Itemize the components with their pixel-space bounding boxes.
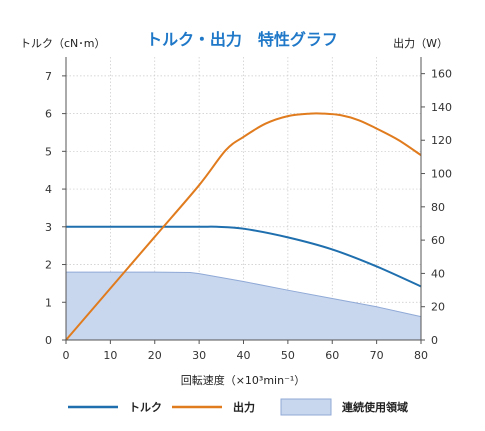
tick-labels: 0 10 20 30 40 50 60 70 8001234567020406080100120…	[45, 68, 452, 362]
x-tick-label: 50	[281, 349, 295, 362]
x-tick-label: 10	[103, 349, 117, 362]
y-right-tick-label: 140	[431, 101, 452, 114]
series-lines-layer	[65, 112, 422, 341]
y-right-tick-label: 0	[431, 334, 438, 347]
torque-series-line	[66, 225, 422, 288]
legend-continuous-label: 連続使用領域	[342, 400, 408, 414]
x-tick-label: 0	[63, 349, 70, 362]
continuous-region-layer	[66, 271, 422, 340]
chart-title: トルク・出力 特性グラフ	[146, 30, 338, 49]
y-right-tick-label: 120	[431, 134, 452, 147]
y-left-tick-label: 3	[45, 221, 52, 234]
x-tick-label: 70	[370, 349, 384, 362]
x-tick-label: 20	[148, 349, 162, 362]
y-axis-right-title: 出力（W）	[393, 36, 448, 50]
y-left-tick-label: 7	[45, 70, 52, 83]
y-left-tick-label: 4	[45, 183, 52, 196]
y-right-tick-label: 100	[431, 168, 452, 181]
y-right-tick-label: 60	[431, 234, 445, 247]
y-axis-left-title: トルク（cN･m）	[20, 37, 106, 50]
legend-continuous-swatch	[280, 398, 332, 416]
y-right-tick-label: 160	[431, 68, 452, 81]
continuous-region-area	[66, 272, 421, 340]
y-left-tick-label: 6	[45, 108, 52, 121]
y-left-tick-label: 1	[45, 296, 52, 309]
y-left-tick-label: 2	[45, 259, 52, 272]
output-series-line	[65, 112, 422, 341]
x-tick-label: 30	[192, 349, 206, 362]
y-left-tick-label: 0	[45, 334, 52, 347]
y-right-tick-label: 20	[431, 301, 445, 314]
legend: トルク 出力 連続使用領域	[68, 398, 408, 416]
y-right-tick-label: 80	[431, 201, 445, 214]
x-tick-label: 60	[325, 349, 339, 362]
y-right-tick-label: 40	[431, 267, 445, 280]
legend-output-label: 出力	[233, 400, 255, 414]
legend-torque-label: トルク	[129, 401, 162, 414]
x-axis-title: 回転速度（×10³min⁻¹）	[181, 373, 306, 387]
x-tick-label: 80	[414, 349, 428, 362]
y-left-tick-label: 5	[45, 145, 52, 158]
x-tick-label: 40	[237, 349, 251, 362]
continuous-region-edge	[66, 271, 422, 318]
axes	[62, 57, 425, 344]
